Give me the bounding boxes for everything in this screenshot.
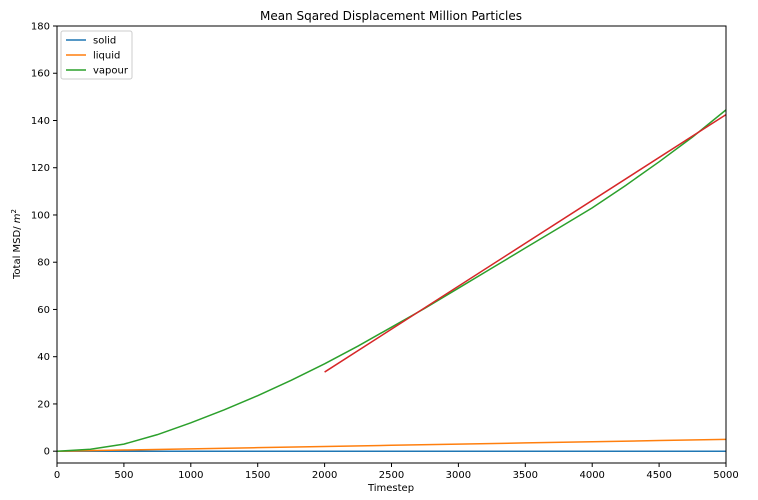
legend-label-solid: solid <box>93 36 116 47</box>
series-line-series-4 <box>324 113 727 373</box>
x-tick-label: 4000 <box>579 470 604 481</box>
x-tick-label: 2500 <box>379 470 404 481</box>
x-tick-label: 4500 <box>646 470 671 481</box>
x-tick-label: 3500 <box>513 470 538 481</box>
y-axis-title-main: Total MSD/ <box>12 223 23 280</box>
y-tick-label: 140 <box>31 116 50 127</box>
y-axis-title-unit: m <box>12 213 23 223</box>
plot-area <box>56 109 727 452</box>
series-line-vapour <box>56 109 727 452</box>
x-tick-label: 500 <box>114 470 133 481</box>
y-axis-title: Total MSD/ m2 <box>10 209 23 280</box>
y-axis-ticks: 0 20 40 60 80 100 120 140 160 180 <box>31 22 57 458</box>
y-tick-label: 40 <box>37 352 50 363</box>
y-tick-label: 60 <box>37 305 50 316</box>
x-tick-label: 5000 <box>713 470 738 481</box>
y-tick-label: 20 <box>37 399 50 410</box>
y-tick-label: 180 <box>31 22 50 33</box>
legend-label-vapour: vapour <box>93 66 129 77</box>
y-axis-title-unit-exponent: 2 <box>10 209 18 213</box>
y-tick-label: 80 <box>37 258 50 269</box>
x-tick-label: 2000 <box>312 470 337 481</box>
x-axis-title: Timestep <box>367 483 414 494</box>
y-tick-label: 160 <box>31 69 50 80</box>
y-tick-label: 120 <box>31 163 50 174</box>
x-tick-label: 1000 <box>178 470 203 481</box>
legend: solid liquid vapour <box>60 30 133 80</box>
x-axis-ticks: 0 500 1000 1500 2000 2500 3000 3500 4000 4500 5000 <box>54 463 739 481</box>
x-tick-label: 1500 <box>245 470 270 481</box>
legend-box <box>60 30 133 80</box>
legend-label-liquid: liquid <box>93 51 120 62</box>
y-tick-label: 100 <box>31 210 50 221</box>
plot-frame <box>56 25 727 464</box>
chart-title: Mean Sqared Displacement Million Particl… <box>260 9 522 23</box>
series-line-liquid <box>56 438 727 452</box>
y-tick-label: 0 <box>44 447 50 458</box>
x-tick-label: 0 <box>54 470 60 481</box>
x-tick-label: 3000 <box>446 470 471 481</box>
